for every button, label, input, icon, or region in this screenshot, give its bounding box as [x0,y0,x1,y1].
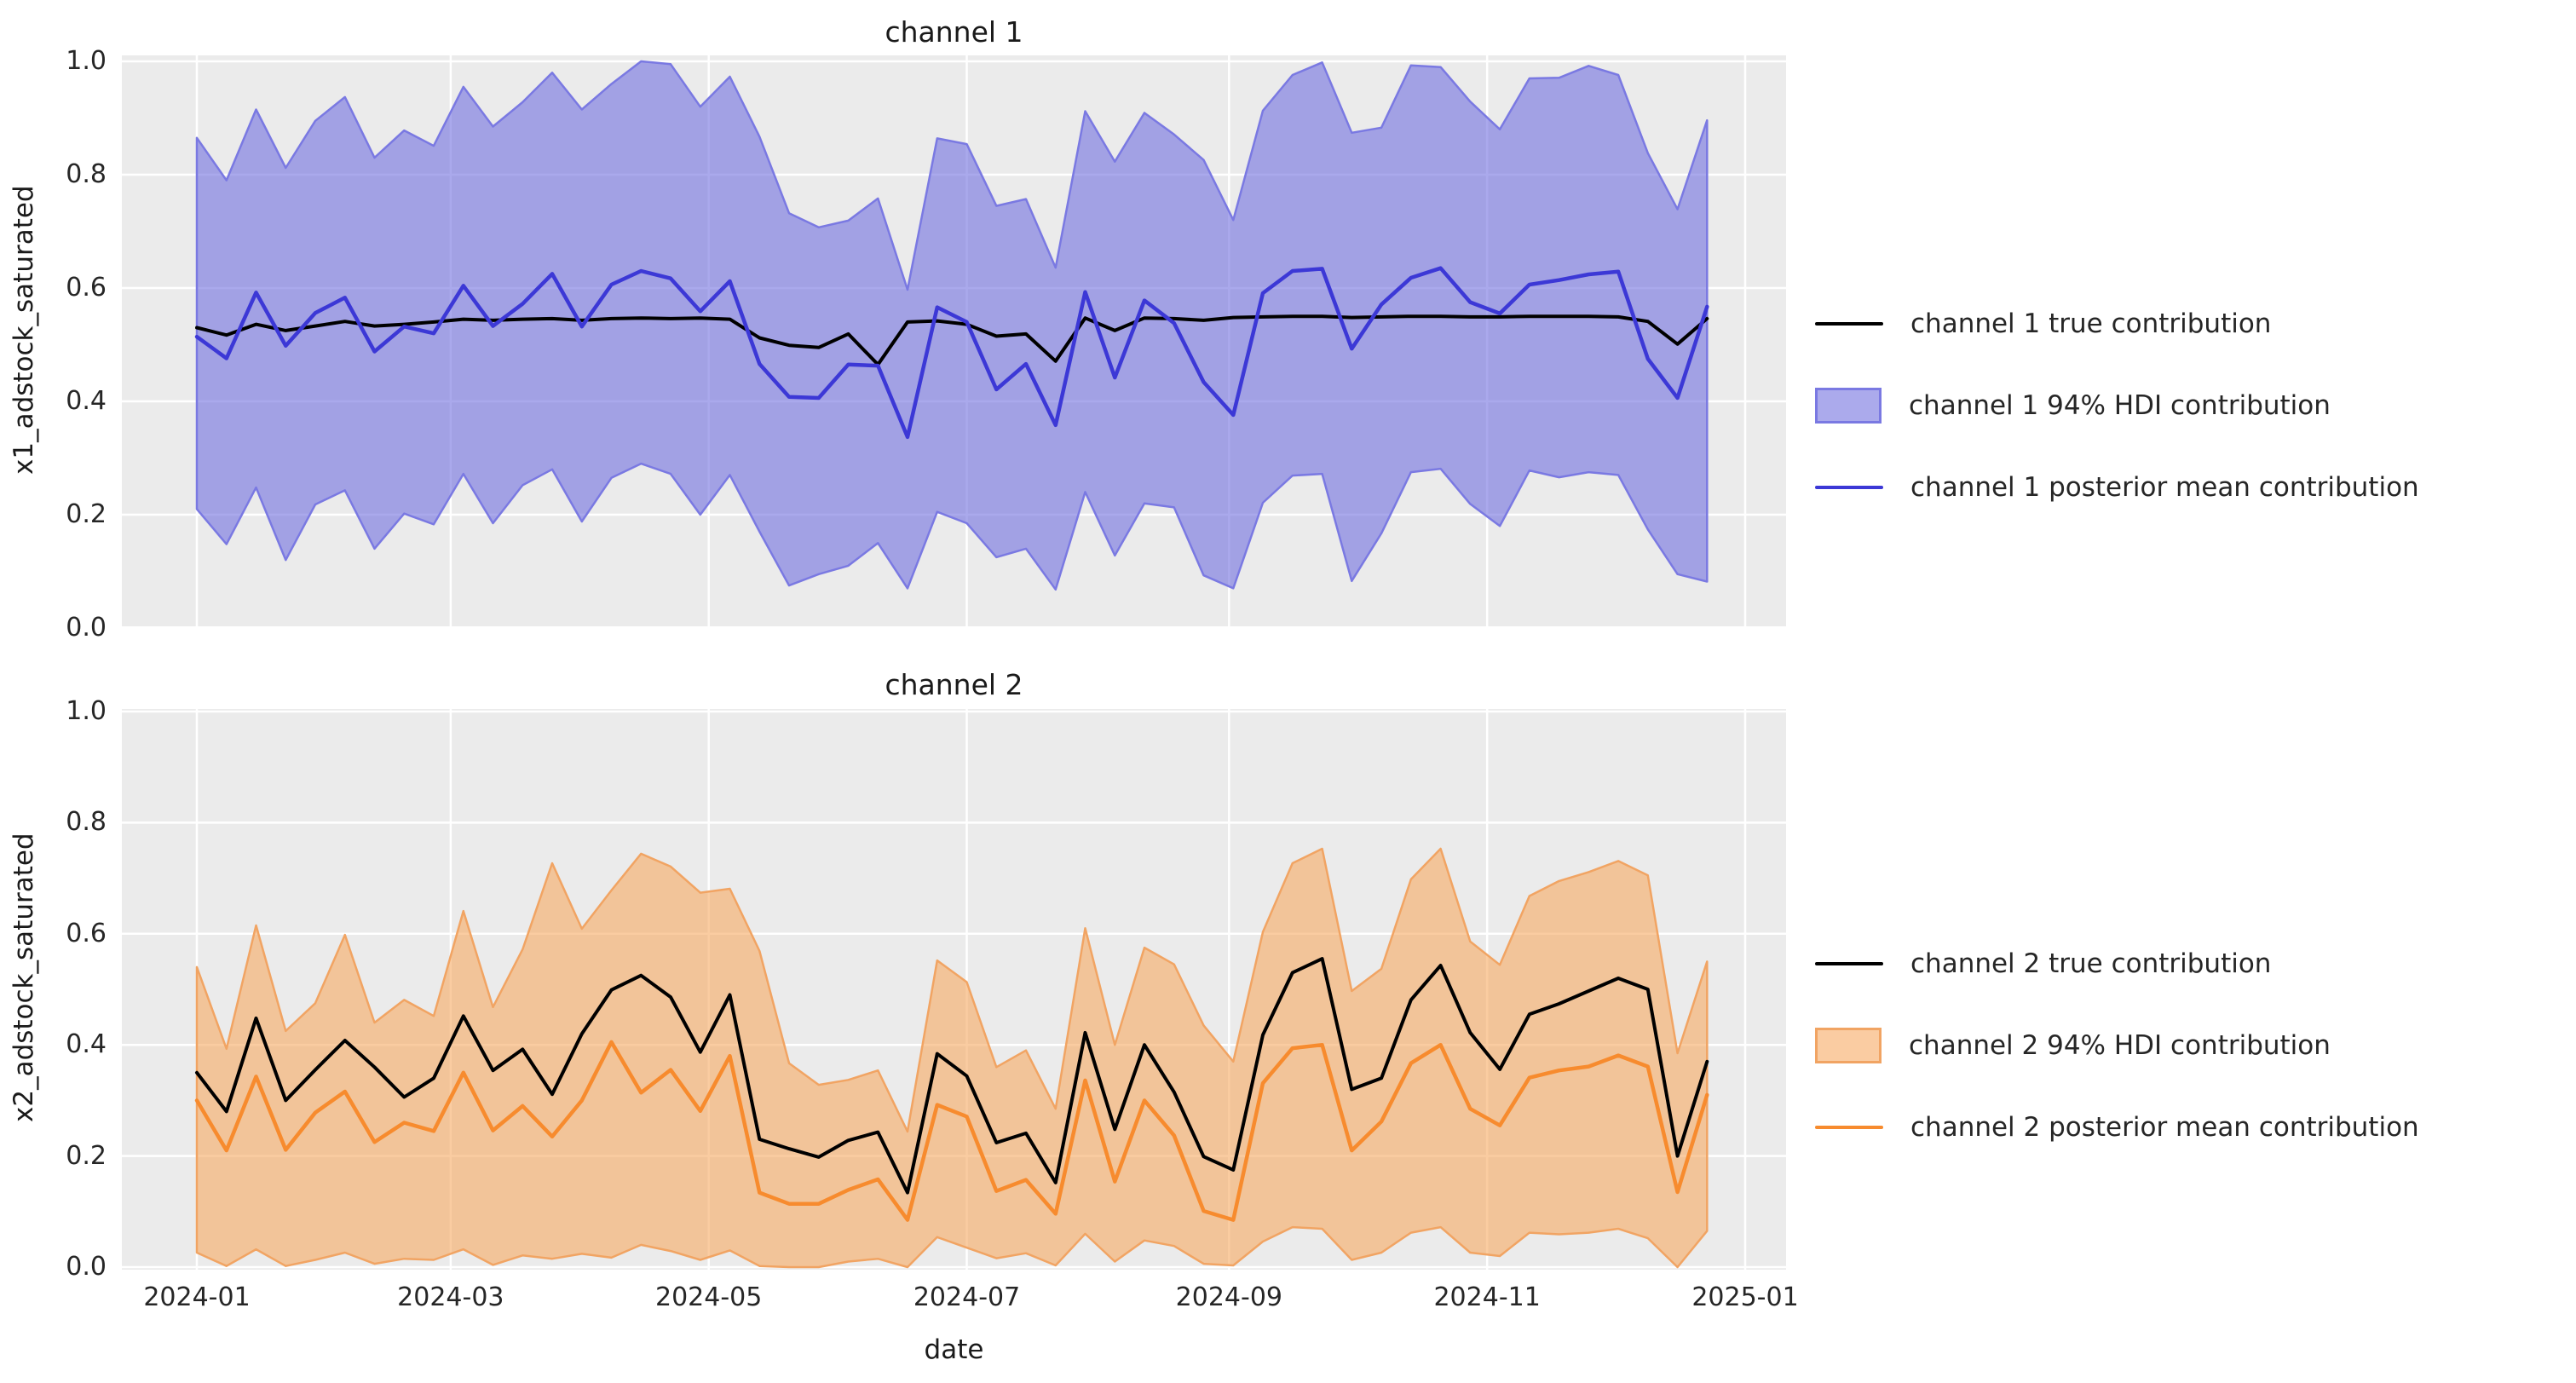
true-contribution-line [195,314,1709,366]
legend-label: channel 2 94% HDI contribution [1909,1030,2331,1061]
hdi-band [195,60,1709,591]
chart1-title: channel 1 [885,15,1023,49]
legend-label: channel 1 posterior mean contribution [1910,472,2419,503]
legend-label: channel 1 true contribution [1910,308,2272,339]
legend-line-marker-icon [1815,1126,1883,1129]
y-tick-label: 0.0 [66,1252,107,1282]
legend-line-marker-icon [1815,486,1883,489]
y-tick-label: 0.8 [66,807,107,838]
y-tick-label: 0.6 [66,273,107,303]
legend-row: channel 2 posterior mean contribution [1815,1108,2419,1147]
true-contribution-line [195,957,1709,1195]
x-tick-label: 2024-09 [1175,1282,1282,1312]
chart2-title: channel 2 [885,668,1023,701]
legend-label: channel 2 true contribution [1910,948,2272,979]
posterior-mean-line [194,266,1709,440]
y-tick-label: 0.8 [66,159,107,189]
legend-line-marker-icon [1815,322,1883,326]
chart1-plot-area [122,55,1786,626]
chart1-legend: channel 1 true contribution channel 1 94%… [1815,304,2419,507]
legend-patch-marker-icon [1815,388,1882,424]
y-tick-label: 1.0 [66,696,107,726]
x-tick-label: 2024-05 [655,1282,763,1312]
legend-row: channel 1 true contribution [1815,304,2419,343]
y-tick-label: 1.0 [66,46,107,76]
hdi-band [195,847,1709,1269]
chart2-y-axis-label: x2_adstock_saturated [9,833,39,1122]
legend-label: channel 2 posterior mean contribution [1910,1112,2419,1143]
y-tick-label: 0.4 [66,1029,107,1060]
x-tick-label: 2024-11 [1433,1282,1541,1312]
x-tick-label: 2024-03 [397,1282,504,1312]
y-tick-label: 0.2 [66,1140,107,1171]
posterior-mean-line [194,1040,1709,1222]
legend-row: channel 2 true contribution [1815,944,2419,983]
y-tick-label: 0.0 [66,613,107,643]
y-tick-label: 0.2 [66,499,107,529]
x-tick-label: 2024-01 [143,1282,251,1312]
x-tick-label: 2025-01 [1691,1282,1799,1312]
y-tick-label: 0.4 [66,386,107,416]
x-tick-label: 2024-07 [913,1282,1021,1312]
y-tick-label: 0.6 [66,918,107,948]
chart2-plot-area [122,709,1786,1270]
x-axis-label: date [924,1334,984,1365]
legend-label: channel 1 94% HDI contribution [1909,390,2331,421]
legend-line-marker-icon [1815,962,1883,965]
legend-row: channel 2 94% HDI contribution [1815,1026,2419,1065]
legend-row: channel 1 94% HDI contribution [1815,386,2419,425]
legend-patch-marker-icon [1815,1028,1882,1063]
chart2-legend: channel 2 true contribution channel 2 94%… [1815,944,2419,1147]
chart1-y-axis-label: x1_adstock_saturated [9,185,39,475]
legend-row: channel 1 posterior mean contribution [1815,468,2419,507]
